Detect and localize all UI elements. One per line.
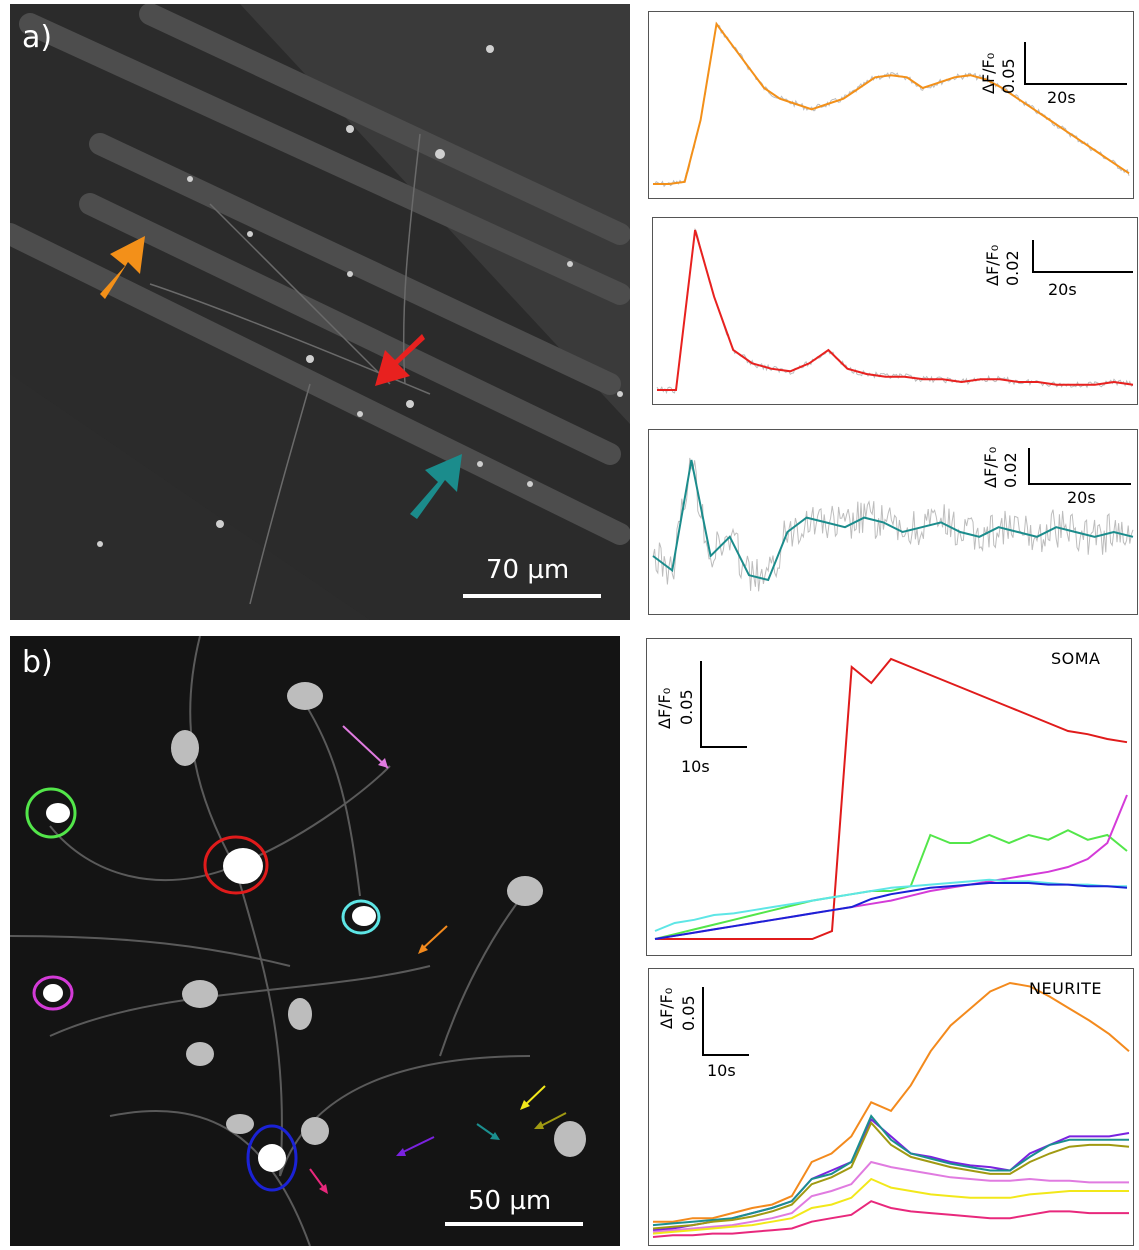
series-line-1 bbox=[654, 829, 1128, 940]
x-scale-label: 20s bbox=[1067, 488, 1096, 507]
neurite-svg bbox=[652, 981, 1130, 1238]
arrow-pink bbox=[342, 725, 389, 769]
trace-red-plot: ΔF/F₀ 0.02 20s bbox=[652, 217, 1138, 405]
soma-title: SOMA bbox=[1051, 649, 1101, 668]
raw-trace-0 bbox=[652, 457, 1134, 592]
series-line-0 bbox=[655, 657, 1128, 940]
roi-blue bbox=[246, 1124, 298, 1192]
series-line-6 bbox=[652, 1200, 1129, 1238]
panel-a-image bbox=[10, 4, 630, 620]
series-line-0 bbox=[652, 459, 1134, 582]
trace-orange-plot: ΔF/F₀ 0.05 20s bbox=[648, 11, 1134, 199]
trace-teal-svg bbox=[652, 457, 1134, 592]
x-scale-label: 20s bbox=[1047, 88, 1076, 107]
series-line-3 bbox=[654, 878, 1127, 932]
x-scale-label: 20s bbox=[1048, 280, 1077, 299]
trace-orange-scalebar bbox=[1024, 42, 1127, 85]
trace-teal-plot: ΔF/F₀ 0.02 20s bbox=[648, 429, 1138, 615]
x-scale-label: 10s bbox=[681, 757, 710, 776]
panel-a-micrograph bbox=[10, 4, 630, 620]
x-scale-label: 10s bbox=[707, 1061, 736, 1080]
series-line-4 bbox=[654, 882, 1128, 940]
roi-cyan bbox=[341, 899, 381, 935]
soma-svg bbox=[654, 657, 1128, 940]
roi-magenta bbox=[32, 975, 74, 1011]
series-line-5 bbox=[652, 1177, 1129, 1235]
series-line-4 bbox=[652, 1160, 1129, 1233]
panel-b-scale-label: 50 µm bbox=[468, 1186, 552, 1216]
series-line-0 bbox=[657, 229, 1134, 391]
arrow-purple bbox=[398, 1136, 435, 1155]
teal-arrow bbox=[410, 454, 462, 519]
trace-red-svg bbox=[656, 227, 1134, 395]
trace-red-scalebar bbox=[1032, 240, 1133, 273]
series-line-2 bbox=[652, 1114, 1129, 1227]
panel-b-image bbox=[10, 636, 620, 1246]
roi-green bbox=[25, 787, 77, 839]
soma-plot: SOMA ΔF/F₀ 0.05 10s bbox=[646, 638, 1132, 956]
neurite-scalebar bbox=[702, 987, 749, 1056]
soma-scalebar bbox=[700, 661, 747, 748]
panel-b-label: b) bbox=[22, 645, 53, 680]
orange-arrow bbox=[100, 236, 145, 299]
series-line-0 bbox=[653, 21, 1130, 185]
trace-orange-svg bbox=[652, 21, 1130, 188]
roi-red bbox=[203, 835, 269, 895]
trace-teal-scalebar bbox=[1028, 448, 1131, 485]
red-arrow bbox=[375, 334, 425, 386]
panel-b-micrograph bbox=[10, 636, 620, 1246]
neurite-plot: NEURITE ΔF/F₀ 0.05 10s bbox=[648, 968, 1134, 1246]
neurite-title: NEURITE bbox=[1029, 979, 1103, 998]
panel-a-label: a) bbox=[22, 20, 53, 55]
series-line-3 bbox=[652, 1120, 1130, 1230]
panel-b-scale-bar bbox=[445, 1222, 583, 1226]
panel-a-scale-label: 70 µm bbox=[486, 555, 570, 585]
panel-b-annotations bbox=[25, 725, 567, 1194]
series-line-0 bbox=[653, 981, 1130, 1223]
panel-a-scale-bar bbox=[463, 594, 601, 598]
